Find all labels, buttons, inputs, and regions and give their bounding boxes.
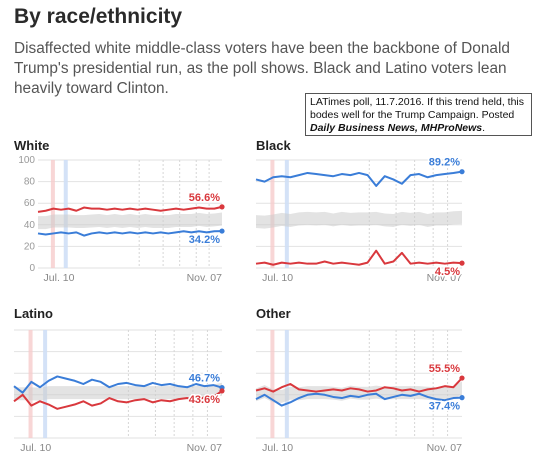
series-line-clinton (255, 392, 463, 407)
annotation-end: . (482, 122, 486, 134)
x-label-start: Jul. 10 (262, 272, 293, 284)
uncertainty-band (38, 212, 222, 230)
data-label-trump: 4.5% (435, 266, 460, 278)
x-label-start: Jul. 10 (262, 442, 293, 454)
series-line-trump (255, 249, 463, 266)
y-tick-label: 0 (29, 263, 35, 274)
series-end-point-clinton (459, 395, 465, 401)
x-label-end: Nov. 07 (187, 442, 223, 454)
convention-band-dnc (63, 160, 68, 268)
page-subtitle: Disaffected white middle-class voters ha… (14, 40, 510, 97)
uncertainty-band (14, 382, 222, 401)
data-label-clinton: 46.7% (189, 373, 220, 385)
uncertainty-band (256, 381, 462, 403)
convention-band-dnc (284, 330, 289, 438)
x-label-start: Jul. 10 (44, 272, 75, 284)
x-label-end: Nov. 07 (427, 272, 463, 284)
annotation-emphasis: Daily Business News, MHProNews (310, 122, 483, 134)
convention-band-rnc (270, 160, 275, 268)
series-end-point-trump (219, 388, 225, 394)
annotation-text: LATimes poll, 11.7.2016. If this trend h… (310, 96, 525, 121)
series-line-trump (37, 205, 223, 213)
uncertainty-band (256, 210, 462, 229)
data-label-clinton: 34.2% (189, 234, 220, 246)
series-end-point-clinton (219, 228, 225, 234)
y-tick-label: 40 (24, 220, 36, 231)
series-line-trump (13, 390, 223, 410)
data-label-trump: 43.6% (189, 394, 220, 406)
convention-band-rnc (50, 160, 55, 268)
annotation-box: LATimes poll, 11.7.2016. If this trend h… (305, 93, 532, 136)
series-line-clinton (37, 230, 223, 237)
panel-title-black: Black (256, 138, 291, 153)
panel-title-other: Other (256, 306, 291, 321)
series-line-clinton (13, 375, 223, 394)
y-tick-label: 80 (24, 177, 36, 188)
data-label-trump: 55.5% (429, 363, 460, 375)
data-label-trump: 56.6% (189, 192, 220, 204)
x-label-end: Nov. 07 (187, 272, 223, 284)
y-tick-label: 100 (18, 155, 35, 166)
convention-band-rnc (270, 330, 275, 438)
data-label-clinton: 89.2% (429, 157, 460, 169)
y-tick-label: 20 (24, 241, 36, 252)
y-tick-label: 60 (24, 198, 36, 209)
series-line-clinton (255, 170, 463, 187)
x-label-end: Nov. 07 (427, 442, 463, 454)
series-end-point-trump (459, 375, 465, 381)
data-label-clinton: 37.4% (429, 401, 460, 413)
series-line-trump (255, 377, 463, 393)
x-label-start: Jul. 10 (20, 442, 51, 454)
series-end-point-clinton (459, 169, 465, 175)
series-end-point-trump (459, 260, 465, 266)
panel-title-white: White (14, 138, 50, 153)
page-title: By race/ethnicity (14, 5, 183, 28)
series-end-point-trump (219, 204, 225, 210)
panel-title-latino: Latino (14, 306, 53, 321)
